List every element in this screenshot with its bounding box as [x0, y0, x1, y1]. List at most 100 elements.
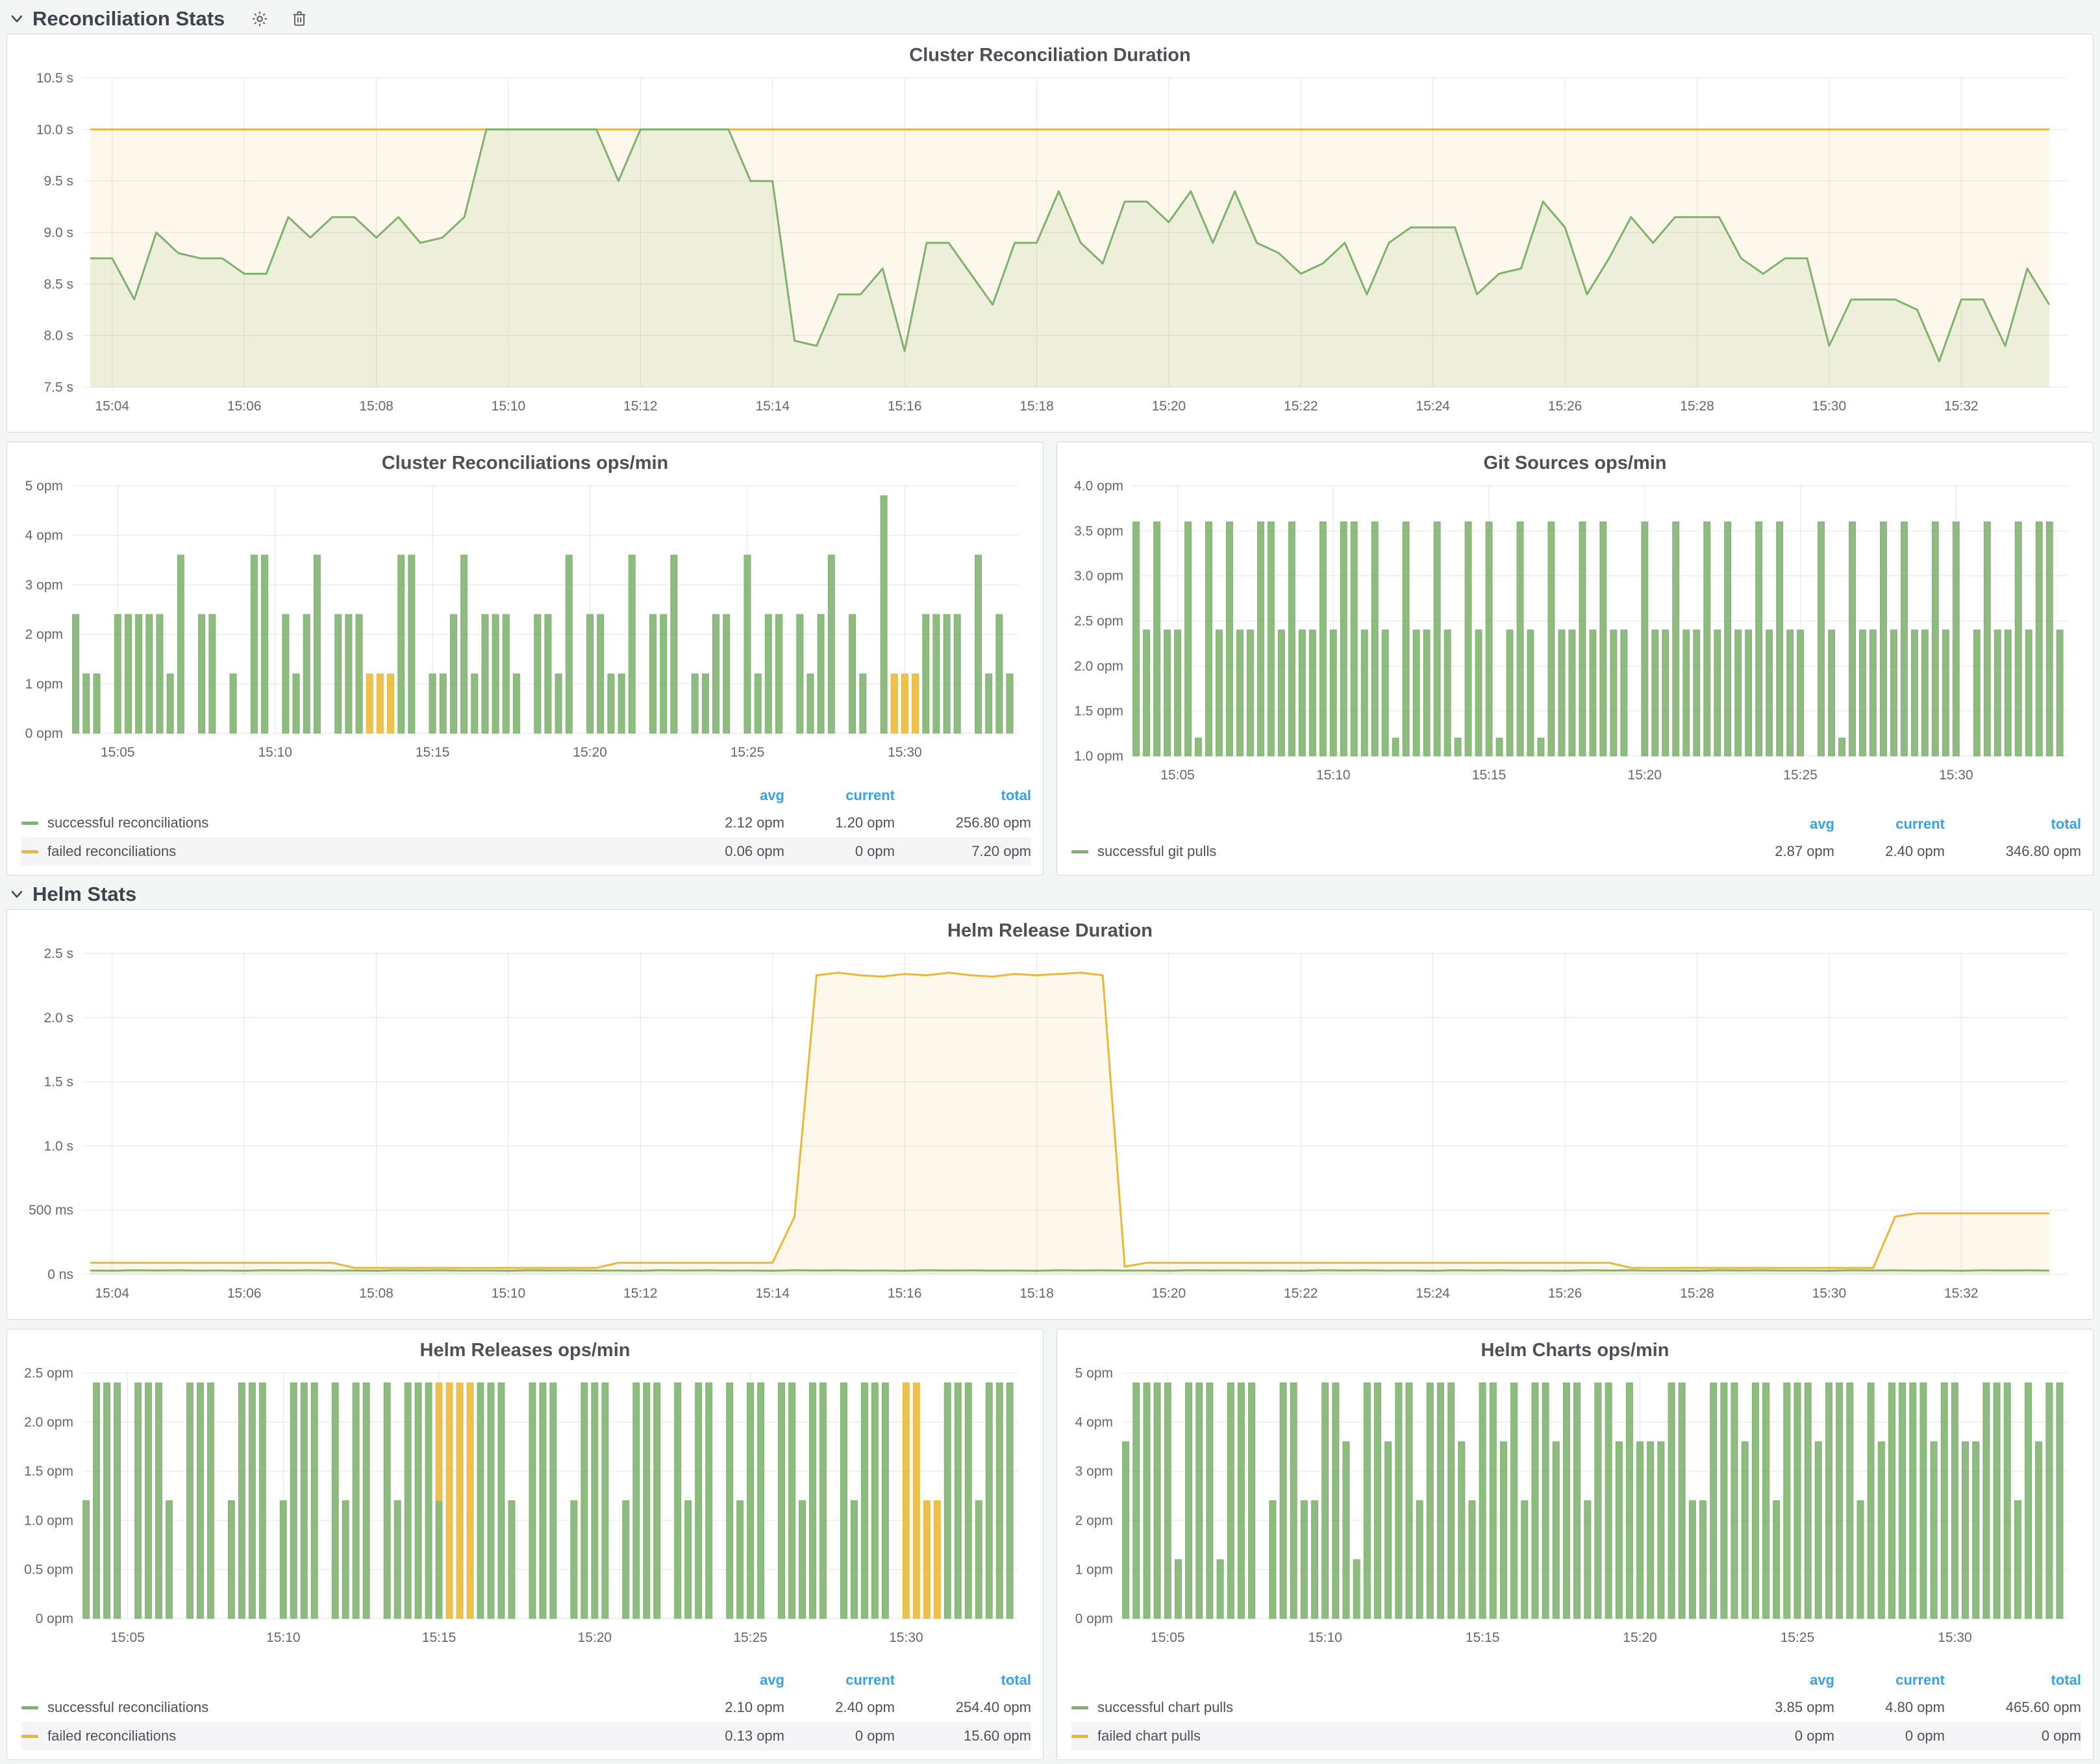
svg-text:8.0 s: 8.0 s	[44, 329, 73, 344]
legend-row-failed-chart-pulls[interactable]: failed chart pulls 0 opm 0 opm 0 opm	[1071, 1722, 2081, 1750]
panel-git-sources-opm: Git Sources ops/min 15:0515:1015:1515:20…	[1056, 442, 2094, 876]
panel-cluster-reconciliations-opm: Cluster Reconciliations ops/min 15:0515:…	[6, 442, 1044, 876]
trash-icon[interactable]	[291, 10, 308, 28]
legend-row-failed[interactable]: failed reconciliations 0.06 opm 0 opm 7.…	[21, 837, 1031, 866]
svg-text:15:08: 15:08	[359, 399, 394, 414]
svg-text:15:04: 15:04	[95, 1286, 129, 1301]
series-color-dash	[21, 1706, 38, 1709]
svg-text:15:28: 15:28	[1680, 1286, 1714, 1301]
svg-text:15:24: 15:24	[1416, 1286, 1450, 1301]
legend-header-total[interactable]: total	[895, 1672, 1031, 1689]
svg-text:3.0 opm: 3.0 opm	[1074, 569, 1123, 584]
svg-text:15:10: 15:10	[492, 399, 526, 414]
legend-header-total[interactable]: total	[895, 787, 1031, 804]
panel-title[interactable]: Cluster Reconciliation Duration	[12, 40, 2088, 68]
svg-text:15:20: 15:20	[578, 1630, 612, 1645]
svg-text:3 opm: 3 opm	[25, 577, 63, 592]
legend-header-total[interactable]: total	[1945, 1672, 2081, 1689]
svg-text:15:25: 15:25	[1781, 1630, 1815, 1645]
svg-text:2.5 opm: 2.5 opm	[1074, 614, 1123, 629]
svg-text:15:22: 15:22	[1284, 1286, 1318, 1301]
legend-header-current[interactable]: current	[784, 1672, 895, 1689]
svg-text:15:30: 15:30	[889, 1630, 923, 1645]
svg-text:15:14: 15:14	[755, 1286, 790, 1301]
chevron-down-icon	[10, 890, 23, 899]
svg-text:0 opm: 0 opm	[1075, 1611, 1113, 1626]
svg-text:2.0 opm: 2.0 opm	[1074, 659, 1123, 674]
cluster-reconciliation-duration-chart[interactable]: 15:0415:0615:0815:1015:1215:1415:1615:18…	[12, 68, 2077, 418]
svg-text:15:20: 15:20	[1623, 1630, 1657, 1645]
legend-header-avg[interactable]: avg	[1724, 1672, 1834, 1689]
svg-text:15:26: 15:26	[1548, 1286, 1582, 1301]
helm-charts-chart[interactable]: 15:0515:1015:1515:2015:2515:300 opm1 opm…	[1062, 1363, 2079, 1650]
helm-releases-chart[interactable]: 15:0515:1015:1515:2015:2515:300 opm0.5 o…	[12, 1363, 1029, 1650]
svg-text:15:22: 15:22	[1284, 399, 1318, 414]
svg-text:15:06: 15:06	[227, 1286, 262, 1301]
legend-row-failed[interactable]: failed reconciliations 0.13 opm 0 opm 15…	[21, 1722, 1031, 1750]
series-color-dash	[1071, 1735, 1088, 1738]
legend-header-current[interactable]: current	[1834, 1672, 1945, 1689]
svg-text:15:30: 15:30	[1812, 1286, 1847, 1301]
gear-icon[interactable]	[251, 10, 269, 28]
panel-title[interactable]: Git Sources ops/min	[1062, 447, 2088, 475]
svg-text:15:30: 15:30	[1938, 1630, 1972, 1645]
legend-row-successful[interactable]: successful reconciliations 2.10 opm 2.40…	[21, 1693, 1031, 1722]
chevron-down-icon	[10, 14, 23, 23]
git-sources-chart[interactable]: 15:0515:1015:1515:2015:2515:301.0 opm1.5…	[1062, 475, 2079, 787]
svg-text:15:05: 15:05	[1151, 1630, 1185, 1645]
legend-header-current[interactable]: current	[784, 787, 895, 804]
svg-text:0 opm: 0 opm	[36, 1611, 73, 1626]
panel-title[interactable]: Helm Charts ops/min	[1062, 1335, 2088, 1363]
helm-release-duration-chart[interactable]: 15:0415:0615:0815:1015:1215:1415:1615:18…	[12, 943, 2077, 1305]
svg-text:5 opm: 5 opm	[1075, 1366, 1113, 1381]
legend-row-successful-chart-pulls[interactable]: successful chart pulls 3.85 opm 4.80 opm…	[1071, 1693, 2081, 1722]
svg-text:3.5 opm: 3.5 opm	[1074, 523, 1123, 538]
svg-text:0 ns: 0 ns	[47, 1267, 73, 1282]
svg-text:15:06: 15:06	[227, 399, 262, 414]
svg-text:15:32: 15:32	[1944, 399, 1979, 414]
svg-text:7.5 s: 7.5 s	[44, 380, 73, 395]
legend-header-current[interactable]: current	[1834, 816, 1945, 833]
svg-text:15:24: 15:24	[1416, 399, 1450, 414]
svg-text:10.0 s: 10.0 s	[36, 122, 73, 137]
panel-helm-release-duration: Helm Release Duration 15:0415:0615:0815:…	[6, 909, 2094, 1320]
svg-text:10.5 s: 10.5 s	[36, 71, 73, 86]
svg-text:2.5 s: 2.5 s	[44, 946, 73, 961]
svg-text:5 opm: 5 opm	[25, 479, 63, 494]
legend-header-avg[interactable]: avg	[674, 1672, 784, 1689]
cluster-reconciliations-chart[interactable]: 15:0515:1015:1515:2015:2515:300 opm1 opm…	[12, 475, 1029, 764]
svg-text:15:20: 15:20	[1152, 399, 1186, 414]
svg-text:15:20: 15:20	[573, 745, 607, 760]
legend-header-total[interactable]: total	[1945, 816, 2081, 833]
svg-text:500 ms: 500 ms	[29, 1203, 73, 1218]
svg-text:15:04: 15:04	[95, 399, 129, 414]
section-header-helm[interactable]: Helm Stats	[6, 879, 2094, 909]
series-color-dash	[21, 822, 38, 825]
svg-text:15:25: 15:25	[733, 1630, 768, 1645]
section-title: Reconciliation Stats	[32, 7, 225, 31]
svg-text:1.0 s: 1.0 s	[44, 1139, 73, 1153]
svg-text:15:14: 15:14	[755, 399, 790, 414]
svg-text:15:05: 15:05	[110, 1630, 145, 1645]
svg-text:8.5 s: 8.5 s	[44, 277, 73, 292]
legend-row-successful[interactable]: successful reconciliations 2.12 opm 1.20…	[21, 809, 1031, 837]
legend: avg current total successful reconciliat…	[12, 779, 1038, 871]
legend-row-successful-git-pulls[interactable]: successful git pulls 2.87 opm 2.40 opm 3…	[1071, 837, 2081, 866]
section-header-reconciliation[interactable]: Reconciliation Stats	[6, 4, 2094, 34]
svg-text:15:10: 15:10	[1316, 768, 1351, 783]
legend: avg current total successful git pulls 2…	[1062, 807, 2088, 871]
svg-text:9.5 s: 9.5 s	[44, 174, 73, 189]
svg-text:1.5 s: 1.5 s	[44, 1075, 73, 1090]
legend-header-avg[interactable]: avg	[1724, 816, 1834, 833]
legend-header-avg[interactable]: avg	[674, 787, 784, 804]
svg-text:2 opm: 2 opm	[1075, 1513, 1113, 1528]
svg-text:2.0 opm: 2.0 opm	[24, 1415, 73, 1430]
panel-title[interactable]: Helm Releases ops/min	[12, 1335, 1038, 1363]
legend: avg current total successful chart pulls…	[1062, 1663, 2088, 1756]
svg-text:15:30: 15:30	[888, 745, 922, 760]
panel-cluster-reconciliation-duration: Cluster Reconciliation Duration 15:04 15:…	[6, 34, 2094, 433]
panel-helm-releases-opm: Helm Releases ops/min 15:0515:1015:1515:…	[6, 1329, 1044, 1760]
panel-title[interactable]: Cluster Reconciliations ops/min	[12, 447, 1038, 475]
svg-text:15:25: 15:25	[731, 745, 765, 760]
panel-title[interactable]: Helm Release Duration	[12, 915, 2088, 943]
